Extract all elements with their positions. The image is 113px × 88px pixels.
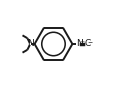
Text: N: N xyxy=(76,40,82,48)
Text: +: + xyxy=(79,39,84,44)
Text: C: C xyxy=(84,40,90,48)
Text: −: − xyxy=(87,39,92,44)
Text: N: N xyxy=(27,40,34,48)
